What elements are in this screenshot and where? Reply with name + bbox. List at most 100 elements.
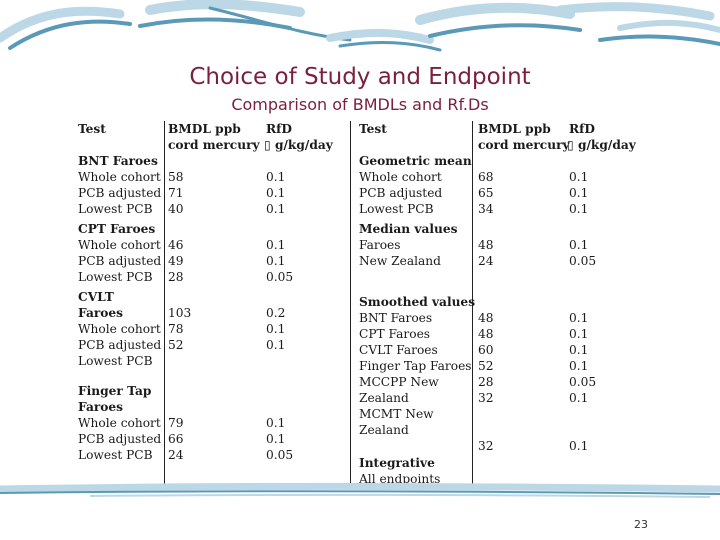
rfd-value: 0.05 [266, 270, 294, 284]
row-label: PCB adjusted [359, 186, 443, 200]
row-label: Lowest PCB [78, 202, 153, 216]
header-bmdl-right: BMDL ppb [478, 122, 551, 136]
row-label: Finger Tap Faroes [359, 359, 472, 373]
row-label: Geometric mean [359, 154, 472, 168]
bmdl-value: 24 [168, 448, 184, 462]
rfd-value: 0.1 [266, 238, 286, 252]
row-label: New Zealand [359, 254, 441, 268]
bmdl-value: 52 [478, 359, 494, 373]
bmdl-value: 103 [168, 306, 192, 320]
slide-title: Choice of Study and Endpoint [189, 64, 531, 90]
rfd-value: 0.05 [569, 375, 597, 389]
rfd-value: 0.2 [266, 306, 286, 320]
row-label: Lowest PCB [78, 270, 153, 284]
rfd-value: 0.1 [569, 359, 589, 373]
bmdl-value: 34 [478, 202, 494, 216]
header-bmdl-unit-right: cord mercury [478, 138, 570, 152]
row-label: PCB adjusted [78, 254, 162, 268]
header-test-left: Test [78, 122, 106, 136]
rfd-value: 0.05 [569, 254, 597, 268]
row-label: Finger Tap [78, 384, 152, 398]
header-rfd-unit-right: ▯ g/kg/day [567, 138, 636, 152]
rfd-value: 0.1 [266, 338, 286, 352]
header-rfd-unit-left: ▯ g/kg/day [264, 138, 333, 152]
row-label: Zealand [359, 391, 409, 405]
row-label: PCB adjusted [78, 338, 162, 352]
header-test-right: Test [359, 122, 387, 136]
row-label: BNT Faroes [359, 311, 433, 325]
row-label: Smoothed values [359, 295, 476, 309]
row-label: Whole cohort [78, 170, 161, 184]
bmdl-value: 24 [478, 254, 494, 268]
rfd-value: 0.1 [266, 254, 286, 268]
rfd-value: 0.1 [569, 186, 589, 200]
bmdl-value: 32 [478, 439, 494, 453]
rfd-value: 0.1 [266, 186, 286, 200]
row-label: PCB adjusted [78, 186, 162, 200]
row-label: Integrative [359, 456, 435, 470]
header-wave-decoration [0, 0, 720, 52]
row-label: CVLT [78, 290, 114, 304]
row-label: Whole cohort [78, 238, 161, 252]
row-label: Whole cohort [359, 170, 442, 184]
rfd-value: 0.1 [266, 322, 286, 336]
bmdl-value: 48 [478, 311, 494, 325]
row-label: Lowest PCB [78, 448, 153, 462]
row-label: Faroes [359, 238, 401, 252]
row-label: PCB adjusted [78, 432, 162, 446]
rfd-value: 0.1 [569, 343, 589, 357]
bmdl-value: 28 [168, 270, 184, 284]
header-bmdl-left: BMDL ppb [168, 122, 241, 136]
row-label: MCCPP New [359, 375, 439, 389]
bmdl-value: 79 [168, 416, 184, 430]
rfd-value: 0.1 [569, 202, 589, 216]
rfd-value: 0.1 [266, 432, 286, 446]
bmdl-value: 48 [478, 238, 494, 252]
bmdl-value: 49 [168, 254, 184, 268]
header-rfd-left: RfD [266, 122, 292, 136]
bmdl-value: 66 [168, 432, 184, 446]
header-bmdl-unit-left: cord mercury [168, 138, 260, 152]
rfd-value: 0.1 [569, 238, 589, 252]
bmdl-value: 78 [168, 322, 184, 336]
bmdl-value: 52 [168, 338, 184, 352]
header-rfd-right: RfD [569, 122, 595, 136]
rfd-value: 0.1 [569, 311, 589, 325]
row-label: All endpoints [359, 472, 441, 486]
rfd-value: 0.1 [569, 439, 589, 453]
row-label: Whole cohort [78, 416, 161, 430]
bmdl-value: 65 [478, 186, 494, 200]
bmdl-value: 48 [478, 327, 494, 341]
row-label: Faroes [78, 306, 124, 320]
column-divider [472, 121, 473, 487]
rfd-value: 0.1 [569, 327, 589, 341]
column-divider [350, 121, 351, 487]
row-label: CPT Faroes [359, 327, 431, 341]
rfd-value: 0.1 [266, 170, 286, 184]
row-label: Zealand [359, 423, 409, 437]
column-divider [164, 121, 165, 487]
rfd-value: 0.1 [569, 170, 589, 184]
bmdl-value: 58 [168, 170, 184, 184]
bmdl-value: 28 [478, 375, 494, 389]
bmdl-value: 68 [478, 170, 494, 184]
comparison-table: Test BMDL ppb cord mercury RfD ▯ g/kg/da… [78, 121, 636, 487]
slide-subtitle: Comparison of BMDLs and Rf.Ds [231, 95, 489, 114]
bmdl-value: 46 [168, 238, 184, 252]
bmdl-value: 32 [478, 391, 494, 405]
bmdl-value: 71 [168, 186, 184, 200]
row-label: Faroes [78, 400, 124, 414]
rfd-value: 0.1 [266, 416, 286, 430]
row-label: Median values [359, 222, 458, 236]
row-label: MCMT New [359, 407, 434, 421]
row-label: Lowest PCB [78, 354, 153, 368]
row-label: CPT Faroes [78, 222, 156, 236]
rfd-value: 0.1 [569, 391, 589, 405]
rfd-value: 0.1 [266, 202, 286, 216]
row-label: BNT Faroes [78, 154, 158, 168]
rfd-value: 0.05 [266, 448, 294, 462]
row-label: Lowest PCB [359, 202, 434, 216]
row-label: Whole cohort [78, 322, 161, 336]
row-label: CVLT Faroes [359, 343, 438, 357]
bmdl-value: 40 [168, 202, 184, 216]
